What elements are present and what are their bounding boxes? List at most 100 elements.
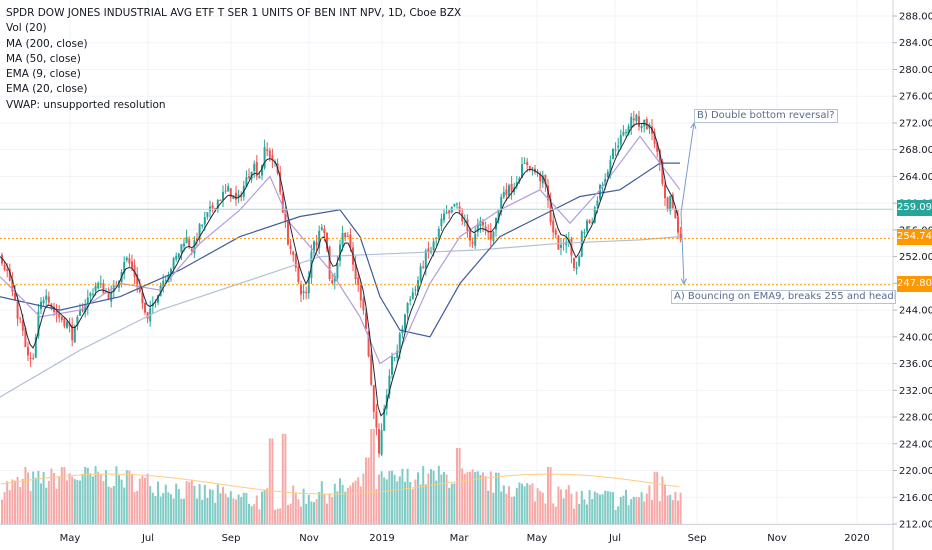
- candle-body: [131, 261, 133, 268]
- candle-body: [422, 266, 425, 268]
- candle-body: [159, 285, 162, 297]
- x-tick-label: Nov: [299, 533, 319, 544]
- candle-body: [635, 114, 638, 122]
- volume-bar: [167, 492, 170, 524]
- volume-bar: [648, 485, 651, 524]
- volume-bar: [419, 484, 422, 524]
- legend-ema20[interactable]: EMA (20, close): [6, 83, 88, 96]
- legend-ma50[interactable]: MA (50, close): [6, 52, 81, 65]
- candle-body: [55, 311, 58, 315]
- y-tick-label: 232.00: [899, 386, 932, 397]
- candle-body: [27, 347, 29, 356]
- volume-bar: [573, 508, 575, 524]
- x-tick-label: Sep: [688, 533, 707, 544]
- candle-body: [263, 146, 266, 168]
- candle-body: [219, 199, 222, 201]
- candle-body: [609, 160, 612, 174]
- candle-body: [404, 314, 406, 330]
- volume-bar: [102, 481, 105, 524]
- volume-bar: [34, 477, 37, 524]
- volume-bar: [66, 480, 68, 524]
- candle-body: [86, 297, 89, 308]
- y-tick-label: 240.00: [899, 332, 932, 343]
- candle-body: [632, 118, 635, 121]
- candle-body: [102, 283, 105, 294]
- y-tick-label: 216.00: [899, 493, 932, 504]
- candle-body: [370, 354, 373, 385]
- volume-bar: [164, 484, 167, 524]
- volume-bar: [619, 497, 622, 524]
- symbol-title[interactable]: SPDR DOW JONES INDUSTRIAL AVG ETF T SER …: [6, 7, 462, 19]
- candle-body: [206, 212, 209, 217]
- candle-body: [128, 258, 131, 264]
- candle-body: [580, 231, 583, 257]
- candle-body: [170, 269, 172, 275]
- volume-bar: [495, 472, 497, 524]
- volume-bar: [175, 483, 178, 524]
- volume-bar: [497, 472, 500, 524]
- volume-bar: [144, 477, 146, 524]
- volume-bar: [216, 484, 219, 524]
- candle-body: [6, 269, 9, 272]
- legend-vol[interactable]: Vol (20): [6, 22, 47, 35]
- volume-bar: [380, 471, 383, 524]
- time-axis[interactable]: May Jul Sep Nov 2019 Mar May Jul Sep Nov 2020: [0, 524, 893, 545]
- candle-body: [154, 302, 157, 304]
- annotation-a[interactable]: A) Bouncing on EMA9, breaks 255 and head…: [671, 290, 896, 304]
- candle-body: [453, 203, 456, 207]
- volume-bar: [430, 469, 432, 524]
- candle-body: [521, 164, 523, 178]
- candle-body: [541, 175, 544, 184]
- volume-bar: [661, 476, 664, 524]
- volume-bar: [294, 492, 297, 524]
- candle-body: [47, 296, 50, 303]
- candle-body: [560, 244, 562, 248]
- candle-body: [162, 280, 165, 287]
- volume-ma-line: [0, 473, 680, 495]
- volume-bar: [206, 497, 209, 524]
- candle-body: [575, 267, 578, 269]
- annotation-b[interactable]: B) Double bottom reversal?: [694, 109, 838, 123]
- legend-vwap[interactable]: VWAP: unsupported resolution: [6, 98, 166, 111]
- candle-body: [99, 283, 102, 285]
- volume-bar: [463, 473, 466, 524]
- price-axis[interactable]: 288.00 284.00 280.00 276.00 272.00 268.00 264.…: [892, 0, 932, 550]
- candle-body: [34, 337, 37, 358]
- volume-bar: [492, 492, 495, 524]
- volume-bar: [435, 480, 438, 524]
- y-tick-label: 284.00: [899, 38, 932, 49]
- volume-bar: [531, 483, 534, 524]
- candle-body: [328, 246, 331, 280]
- candle-body: [396, 350, 399, 358]
- candle-body: [344, 232, 347, 238]
- volume-bar: [133, 492, 136, 524]
- volume-bar: [1, 499, 3, 524]
- candle-body: [81, 309, 84, 312]
- legend-ema9[interactable]: EMA (9, close): [6, 68, 81, 81]
- volume-bar: [300, 506, 302, 524]
- candle-body: [110, 292, 113, 302]
- candle-body: [359, 284, 362, 301]
- candle-body: [417, 280, 419, 292]
- y-tick-label: 220.00: [899, 466, 932, 477]
- volume-bar: [656, 471, 659, 524]
- volume-bar: [248, 503, 250, 524]
- arrow-down-a: [680, 212, 685, 285]
- candle-body: [185, 237, 188, 244]
- candle-body: [14, 292, 16, 301]
- candle-body: [346, 236, 349, 238]
- arrow-down-a-head: [680, 278, 687, 286]
- candle-body: [664, 184, 666, 199]
- volume-bar: [588, 490, 591, 524]
- candle-body: [271, 155, 274, 161]
- candle-body: [484, 226, 487, 231]
- volume-bar: [219, 493, 222, 524]
- volume-bar: [339, 478, 341, 524]
- y-tick-label: 252.00: [899, 252, 932, 263]
- legend-ma200[interactable]: MA (200, close): [6, 37, 88, 50]
- volume-bar: [500, 491, 503, 524]
- volume-bar: [606, 491, 609, 524]
- volume-bar: [172, 498, 175, 524]
- candle-body: [586, 220, 588, 232]
